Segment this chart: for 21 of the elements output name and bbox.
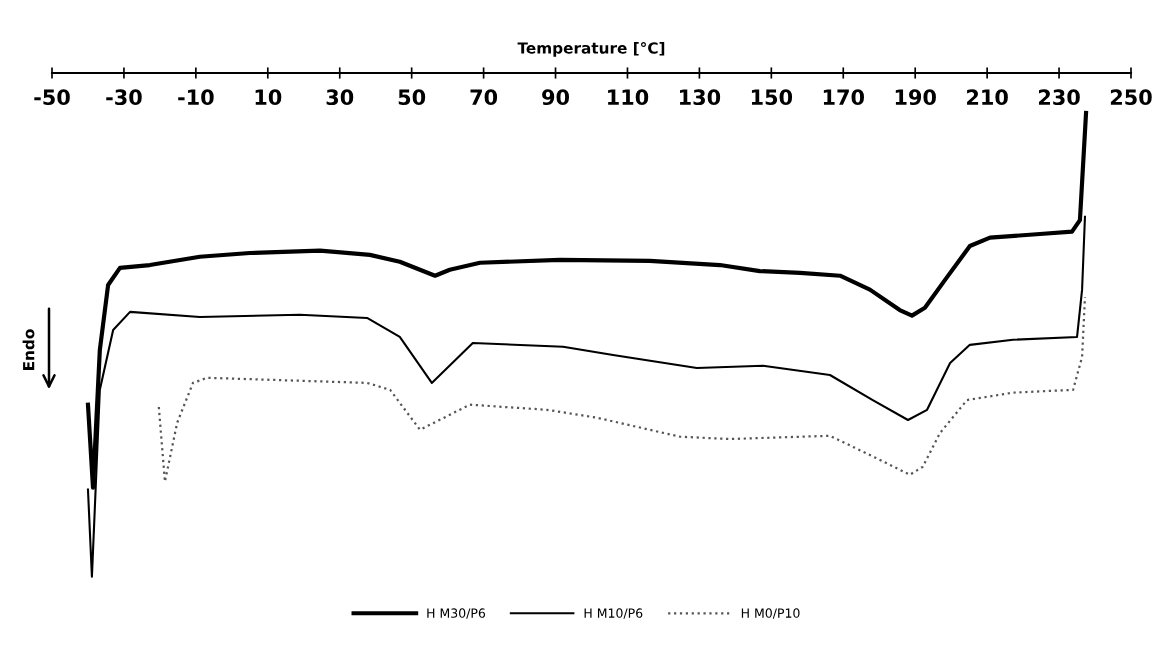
x-tick-label: 50 — [398, 89, 426, 106]
x-axis-title: Temperature [°C] — [517, 41, 665, 57]
text: Endo — [22, 329, 35, 370]
x-tick-label: 130 — [680, 89, 721, 106]
x-tick-label: 230 — [1038, 89, 1080, 106]
x-tick-label: -30 — [106, 89, 142, 106]
x-tick-label: 90 — [542, 89, 570, 106]
x-tick-label: 250 — [1110, 89, 1152, 106]
legend-label: H M10/P6 — [584, 608, 643, 619]
x-tick-label: 10 — [255, 89, 282, 106]
x-tick-label: 190 — [895, 89, 936, 106]
x-tick-label: 170 — [823, 89, 865, 106]
x-tick-label: -10 — [178, 89, 214, 106]
x-tick-label: 70 — [470, 89, 498, 106]
x-tick-label: 30 — [326, 89, 354, 106]
legend-label: H M30/P6 — [427, 608, 486, 619]
x-tick-label: -50 — [34, 89, 70, 106]
x-tick-label: 210 — [967, 89, 1008, 106]
x-tick-label: 150 — [751, 89, 793, 106]
x-tick-label: 110 — [608, 89, 649, 106]
legend-label: H M0/P10 — [741, 608, 800, 619]
